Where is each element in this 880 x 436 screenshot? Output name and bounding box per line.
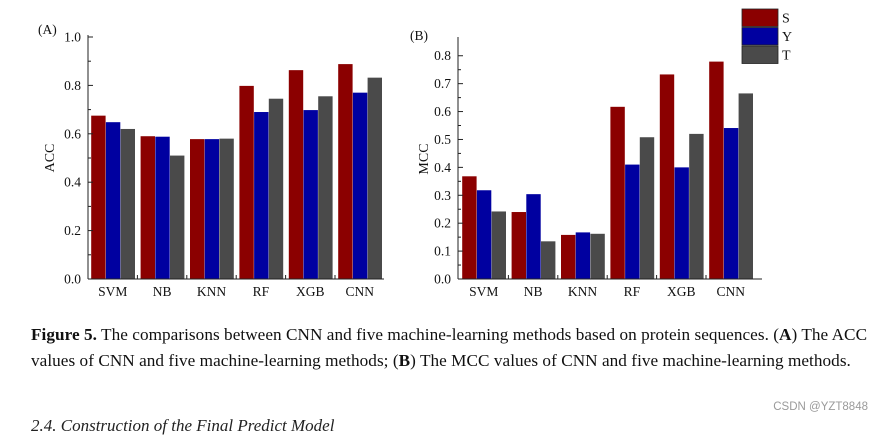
y-tick-label: 0.2 — [434, 216, 451, 231]
bar-rf-s — [610, 106, 625, 279]
bar-xgb-t — [318, 96, 333, 279]
bar-xgb-s — [659, 74, 675, 279]
x-tick-label-knn: KNN — [197, 284, 226, 299]
chart-panel-a: 0.0 0.2 0.4 0.6 0.8 1.0 SVM NB KNN RF XGB CNN ACC (A) — [38, 22, 384, 299]
bar-rf-y — [625, 164, 640, 279]
y-tick-label: 0.4 — [434, 160, 451, 175]
section-heading-cut: 2.4. Construction of the Final Predict M… — [31, 416, 335, 435]
legend-swatch-y — [741, 27, 779, 46]
bar-svm-s — [462, 176, 477, 279]
bar-xgb-y — [674, 167, 689, 279]
bar-cnn-t — [367, 77, 382, 279]
y-tick-label: 0.7 — [434, 76, 451, 91]
y-tick-label: 0.8 — [64, 78, 81, 93]
bar-svm-s — [91, 115, 106, 280]
legend-label-s: S — [782, 12, 790, 27]
caption-a-label: A — [779, 325, 792, 344]
bar-xgb-y — [303, 110, 318, 279]
y-tick-label: 0.3 — [434, 188, 451, 203]
figure-label: Figure 5. — [31, 325, 98, 344]
y-tick-label: 0.6 — [434, 104, 451, 119]
x-tick-label-svm: SVM — [98, 284, 127, 299]
x-tick-label-nb: NB — [524, 284, 543, 299]
panel-label: (A) — [38, 22, 57, 37]
caption-a-text: ) The ACC values of CNN and five machine… — [31, 325, 868, 370]
bar-cnn-t — [738, 93, 753, 279]
bar-svm-y — [105, 122, 121, 280]
bar-nb-t — [170, 155, 185, 279]
watermark: CSDN @YZT8848 — [773, 401, 868, 413]
legend-label-y: Y — [782, 30, 792, 45]
y-tick-label: 0.4 — [64, 175, 81, 190]
figure-charts: 0.0 0.2 0.4 0.6 0.8 1.0 SVM NB KNN RF XGB CNN ACC (A)… — [38, 8, 792, 299]
legend-swatch-t — [741, 45, 779, 64]
y-tick-label: 0.0 — [64, 272, 81, 287]
bar-knn-y — [204, 139, 220, 279]
legend-swatch-s — [741, 8, 779, 27]
bar-nb-s — [140, 136, 155, 279]
legend-label-t: T — [782, 49, 791, 64]
bar-knn-t — [219, 138, 234, 279]
x-tick-label-cnn: CNN — [716, 284, 745, 299]
bar-nb-t — [541, 241, 556, 279]
x-tick-label-xgb: XGB — [296, 284, 325, 299]
bar-cnn-y — [723, 128, 739, 279]
y-tick-label: 1.0 — [64, 30, 81, 45]
x-tick-label-svm: SVM — [469, 284, 498, 299]
figure-caption: Figure 5. The comparisons between CNN an… — [31, 322, 871, 374]
bar-knn-t — [590, 233, 605, 279]
y-tick-label: 0.0 — [434, 272, 451, 287]
bar-rf-y — [254, 112, 269, 280]
y-tick-label: 0.1 — [434, 244, 451, 259]
bar-rf-t — [639, 137, 655, 279]
bar-knn-s — [561, 234, 576, 279]
bar-svm-y — [476, 190, 492, 279]
bar-knn-y — [575, 232, 591, 279]
y-tick-label: 0.2 — [64, 223, 81, 238]
bar-nb-s — [511, 212, 526, 279]
x-tick-label-rf: RF — [253, 284, 270, 299]
y-tick-label: 0.6 — [64, 126, 81, 141]
y-axis-label: ACC — [43, 144, 58, 173]
bar-rf-t — [268, 98, 284, 280]
bar-svm-t — [491, 211, 506, 279]
bar-svm-t — [120, 128, 135, 279]
bar-nb-y — [526, 194, 541, 279]
caption-b-text: ) The MCC values of CNN and five machine… — [410, 351, 851, 370]
caption-b-label: B — [398, 351, 411, 370]
bar-knn-s — [190, 139, 205, 279]
bar-xgb-t — [689, 133, 704, 279]
x-tick-label-xgb: XGB — [667, 284, 696, 299]
bar-cnn-s — [709, 61, 724, 280]
x-tick-label-cnn: CNN — [345, 284, 374, 299]
y-tick-label: 0.8 — [434, 48, 451, 63]
panel-label: (B) — [410, 28, 428, 43]
bar-cnn-s — [338, 64, 353, 279]
y-tick-label: 0.5 — [434, 132, 451, 147]
chart-panel-b: 0.0 0.1 0.2 0.3 0.4 0.5 0.6 0.7 0.8 SVM NB KNN RF XGB… — [410, 8, 792, 299]
bar-rf-s — [239, 85, 254, 279]
bar-nb-y — [155, 136, 170, 279]
x-tick-label-rf: RF — [624, 284, 641, 299]
caption-lead: The comparisons between CNN and five mac… — [97, 325, 780, 344]
x-tick-label-knn: KNN — [568, 284, 597, 299]
x-tick-label-nb: NB — [153, 284, 172, 299]
bar-cnn-y — [352, 92, 368, 279]
y-axis-label: MCC — [417, 143, 432, 174]
bar-xgb-s — [288, 70, 304, 280]
